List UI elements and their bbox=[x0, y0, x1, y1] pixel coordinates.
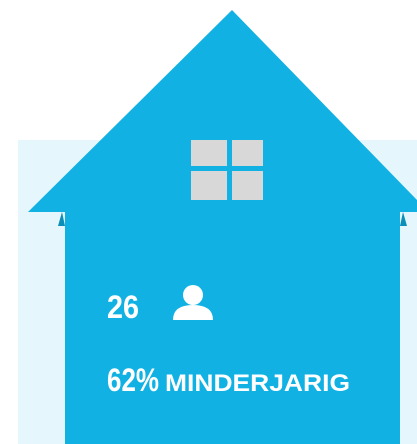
window bbox=[191, 140, 263, 200]
share: 62% bbox=[107, 362, 159, 398]
house-roof bbox=[28, 10, 417, 212]
house-body bbox=[65, 200, 400, 444]
eave-shadow-left bbox=[58, 212, 65, 226]
window-pane bbox=[232, 140, 263, 166]
window-pane bbox=[232, 171, 263, 200]
person-body bbox=[173, 305, 213, 320]
person-icon bbox=[173, 285, 213, 320]
count: 26 bbox=[107, 289, 139, 325]
share-label: MINDERJARIG bbox=[165, 370, 350, 397]
eave-shadow-right bbox=[400, 212, 407, 226]
person-head bbox=[183, 285, 203, 305]
window-pane bbox=[191, 171, 227, 200]
window-pane bbox=[191, 140, 227, 166]
